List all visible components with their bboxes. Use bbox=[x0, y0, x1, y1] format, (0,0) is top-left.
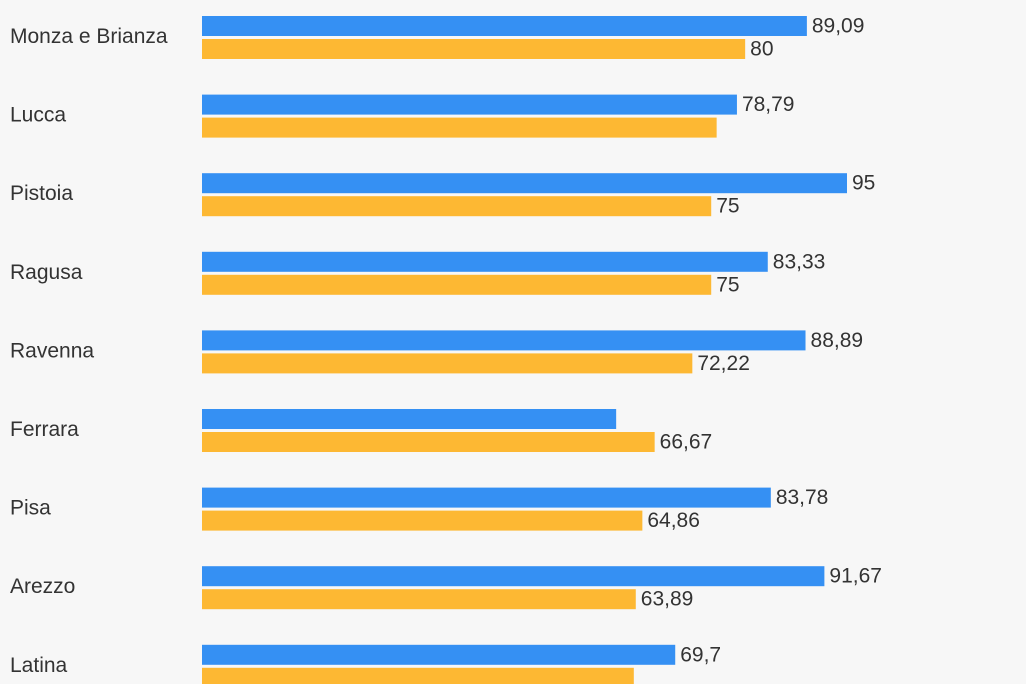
bar-series-2 bbox=[202, 510, 643, 531]
category-label: Pistoia bbox=[10, 182, 73, 205]
bar-series-1 bbox=[202, 566, 825, 587]
value-label: 75 bbox=[716, 195, 739, 218]
category-label: Ravenna bbox=[10, 339, 94, 362]
value-label: 89,09 bbox=[812, 15, 865, 38]
category-label: Latina bbox=[10, 654, 68, 677]
category-label: Pisa bbox=[10, 497, 51, 520]
bar-series-1 bbox=[202, 487, 771, 508]
value-label: 66,67 bbox=[660, 431, 713, 454]
bar-series-2 bbox=[202, 39, 746, 59]
bar-series-1 bbox=[202, 644, 676, 665]
category-label: Arezzo bbox=[10, 575, 75, 598]
value-label: 69,7 bbox=[680, 643, 721, 666]
bar-series-1 bbox=[202, 16, 807, 36]
bar-series-2 bbox=[202, 353, 693, 374]
value-label: 64,86 bbox=[647, 509, 700, 532]
bar-series-2 bbox=[202, 196, 712, 217]
bar-series-1 bbox=[202, 173, 847, 194]
bar-series-2 bbox=[202, 274, 712, 295]
value-label: 91,67 bbox=[829, 565, 882, 588]
bar-series-2 bbox=[202, 589, 636, 610]
bar-series-2 bbox=[202, 432, 655, 452]
bar-series-2 bbox=[202, 117, 717, 138]
category-label: Lucca bbox=[10, 104, 66, 127]
value-label: 72,22 bbox=[697, 352, 750, 375]
value-label: 83,33 bbox=[773, 250, 826, 273]
bar-series-1 bbox=[202, 251, 768, 272]
value-label: 75 bbox=[716, 273, 739, 296]
bar-series-1 bbox=[202, 409, 617, 429]
bar-series-2 bbox=[202, 667, 634, 684]
value-label: 88,89 bbox=[811, 329, 864, 352]
value-label: 78,79 bbox=[742, 93, 795, 116]
category-label: Ferrara bbox=[10, 418, 79, 441]
category-label: Ragusa bbox=[10, 261, 83, 284]
value-label: 63,89 bbox=[641, 588, 694, 611]
value-label: 95 bbox=[852, 172, 875, 195]
value-label: 83,78 bbox=[776, 486, 829, 509]
bar-series-1 bbox=[202, 94, 737, 115]
value-label: 80 bbox=[750, 38, 773, 61]
category-label: Monza e Brianza bbox=[10, 25, 168, 48]
bar-series-1 bbox=[202, 330, 806, 351]
